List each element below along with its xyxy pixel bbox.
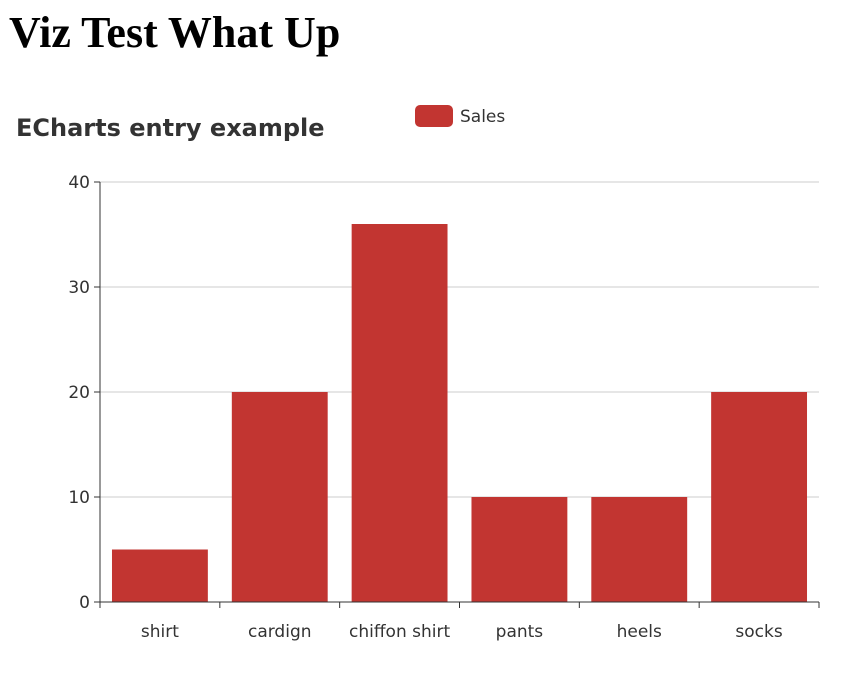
bar-shirt[interactable] [112, 550, 208, 603]
legend-label-sales[interactable]: Sales [460, 107, 505, 127]
chart-container: ECharts entry example Sales 0 10 20 30 40 shi… [0, 90, 859, 675]
legend[interactable]: Sales [415, 105, 505, 127]
y-tick-label-20: 20 [68, 383, 90, 403]
x-tick-label-pants: pants [496, 622, 544, 642]
y-tick-label-40: 40 [68, 173, 90, 193]
bar-series [112, 224, 807, 602]
chart-title: ECharts entry example [16, 114, 325, 142]
x-tick-label-cardign: cardign [248, 622, 312, 642]
y-tick-label-30: 30 [68, 278, 90, 298]
legend-swatch-sales[interactable] [415, 105, 453, 127]
x-tick-label-heels: heels [617, 622, 662, 642]
x-tick-label-chiffon-shirt: chiffon shirt [349, 622, 450, 642]
bar-heels[interactable] [591, 497, 687, 602]
axes [94, 182, 819, 608]
bar-pants[interactable] [471, 497, 567, 602]
page-heading: Viz Test What Up [9, 4, 340, 62]
x-tick-label-shirt: shirt [141, 622, 179, 642]
bar-chiffon-shirt[interactable] [352, 224, 448, 602]
bar-socks[interactable] [711, 392, 807, 602]
bar-cardign[interactable] [232, 392, 328, 602]
x-tick-label-socks: socks [735, 622, 782, 642]
bar-chart: ECharts entry example Sales 0 10 20 30 40 shi… [0, 90, 859, 675]
y-tick-label-10: 10 [68, 488, 90, 508]
y-tick-label-0: 0 [79, 593, 90, 613]
